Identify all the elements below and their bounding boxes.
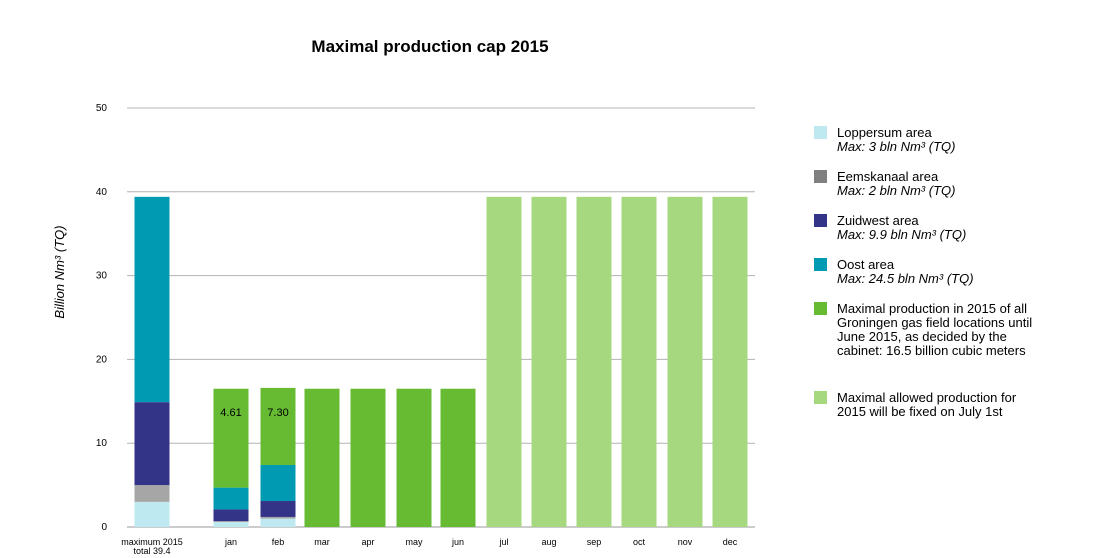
y-tick-label: 10 (96, 438, 108, 449)
x-tick-label: sep (587, 537, 602, 547)
data-label: 7.30 (267, 407, 288, 419)
legend-text: Zuidwest area Max: 9.9 bln Nm³ (TQ) (837, 214, 1042, 242)
legend-swatch (814, 391, 827, 404)
bar-segment (260, 516, 296, 519)
legend-label: Oost area (837, 257, 895, 272)
x-tick-label: feb (272, 537, 285, 547)
bar-segment (350, 388, 386, 527)
x-tick-label: apr (361, 537, 374, 547)
legend-text: Maximal allowed production for 2015 will… (837, 391, 1042, 419)
bar-segment (621, 196, 657, 527)
x-tick-label: jun (451, 537, 464, 547)
y-axis-label: Billion Nm³ (TQ) (52, 225, 67, 318)
bar-segment (304, 388, 340, 527)
legend-sublabel: Max: 2 bln Nm³ (TQ) (837, 183, 956, 198)
chart-title: Maximal production cap 2015 (311, 37, 549, 56)
bar-segment (440, 388, 476, 527)
bar-segment (486, 196, 522, 527)
bar-segment (213, 509, 249, 522)
bar-segment (213, 521, 249, 527)
y-axis-ticks: 0 10 20 30 40 50 (96, 103, 108, 533)
legend-swatch (814, 126, 827, 139)
legend-text: Eemskanaal area Max: 2 bln Nm³ (TQ) (837, 170, 1042, 198)
legend-swatch (814, 302, 827, 315)
legend-swatch (814, 258, 827, 271)
bar-segment (260, 387, 296, 465)
x-tick-label: mar (314, 537, 330, 547)
bar-segment (260, 464, 296, 502)
x-tick-label: dec (723, 537, 738, 547)
bar-segment (134, 402, 170, 486)
y-tick-label: 40 (96, 187, 108, 198)
x-tick-label: maximum 2015 (121, 537, 183, 547)
legend-label: Maximal production in 2015 of all Gronin… (837, 301, 1033, 358)
bar-segment (213, 521, 249, 522)
data-labels: 4.61 7.30 (220, 407, 288, 419)
legend-label: Maximal allowed production for 2015 will… (837, 390, 1017, 419)
y-tick-label: 20 (96, 354, 108, 365)
legend-label: Eemskanaal area (837, 169, 939, 184)
legend-label: Loppersum area (837, 125, 932, 140)
data-label: 4.61 (220, 407, 241, 419)
bar-segment (396, 388, 432, 527)
bar-segment (213, 487, 249, 510)
bar-segment (260, 518, 296, 527)
x-tick-label: may (405, 537, 423, 547)
legend-swatch (814, 170, 827, 183)
bar-segment (134, 501, 170, 527)
bar-segment (134, 485, 170, 502)
legend-text: Loppersum area Max: 3 bln Nm³ (TQ) (837, 126, 1042, 154)
bar-segment (667, 196, 703, 527)
legend-sublabel: Max: 24.5 bln Nm³ (TQ) (837, 271, 974, 286)
x-tick-label: jan (224, 537, 237, 547)
legend-text: Maximal production in 2015 of all Gronin… (837, 302, 1042, 358)
x-tick-label: oct (633, 537, 646, 547)
y-tick-label: 30 (96, 271, 108, 282)
y-tick-label: 0 (101, 522, 107, 533)
x-tick-label: jul (498, 537, 508, 547)
bar-segment (134, 196, 170, 403)
y-tick-label: 50 (96, 103, 108, 114)
bar-segment (712, 196, 748, 527)
legend-swatch (814, 214, 827, 227)
bar-segment (260, 501, 296, 517)
x-tick-label: total 39.4 (133, 546, 170, 556)
x-tick-label: aug (541, 537, 556, 547)
legend-sublabel: Max: 9.9 bln Nm³ (TQ) (837, 227, 967, 242)
bars (134, 196, 748, 527)
legend-label: Zuidwest area (837, 213, 919, 228)
legend-sublabel: Max: 3 bln Nm³ (TQ) (837, 139, 956, 154)
bar-segment (531, 196, 567, 527)
legend-text: Oost area Max: 24.5 bln Nm³ (TQ) (837, 258, 1042, 286)
x-tick-label: nov (678, 537, 693, 547)
bar-segment (576, 196, 612, 527)
bar-segment (213, 388, 249, 488)
